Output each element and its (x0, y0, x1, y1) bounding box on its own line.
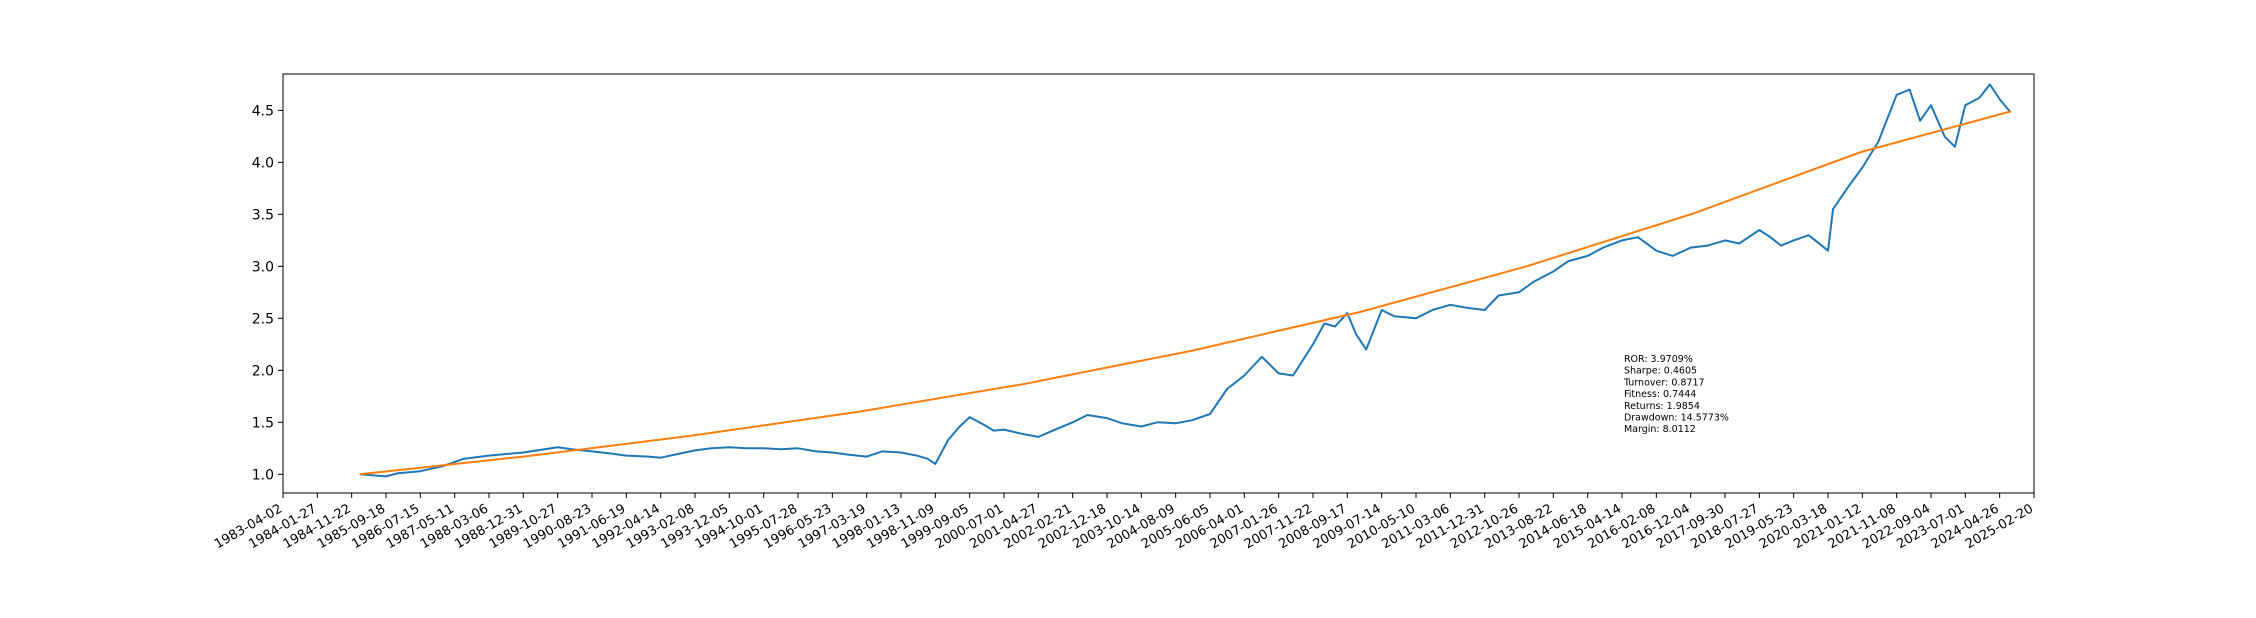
y-tick-label: 3.5 (252, 207, 274, 223)
series-layer (359, 83, 2012, 478)
y-tick-label: 2.0 (252, 363, 274, 379)
y-tick-label: 4.5 (252, 103, 274, 119)
y-tick-label: 1.0 (252, 467, 274, 483)
y-tick-label: 4.0 (252, 155, 274, 171)
annotation-line: Margin: 8.0112 (1624, 424, 1696, 435)
y-axis: 1.0 1.5 2.0 2.5 3.0 3.5 4.0 4.5 (252, 103, 283, 483)
annotation-line: Sharpe: 0.4605 (1624, 366, 1697, 377)
annotation-line: Turnover: 0.8717 (1623, 377, 1705, 388)
plot-frame (282, 73, 2035, 494)
y-tick-label: 3.0 (252, 259, 274, 275)
series-line-2 (359, 110, 2012, 476)
annotation-line: ROR: 3.9709% (1624, 354, 1693, 365)
y-tick-label: 2.5 (252, 311, 274, 327)
annotation-line: Fitness: 0.7444 (1624, 389, 1696, 400)
y-tick-label: 1.5 (252, 415, 274, 431)
series-line-1 (359, 83, 2012, 478)
annotation-line: Returns: 1.9854 (1624, 401, 1700, 412)
annotation-line: Drawdown: 14.5773% (1624, 412, 1729, 423)
